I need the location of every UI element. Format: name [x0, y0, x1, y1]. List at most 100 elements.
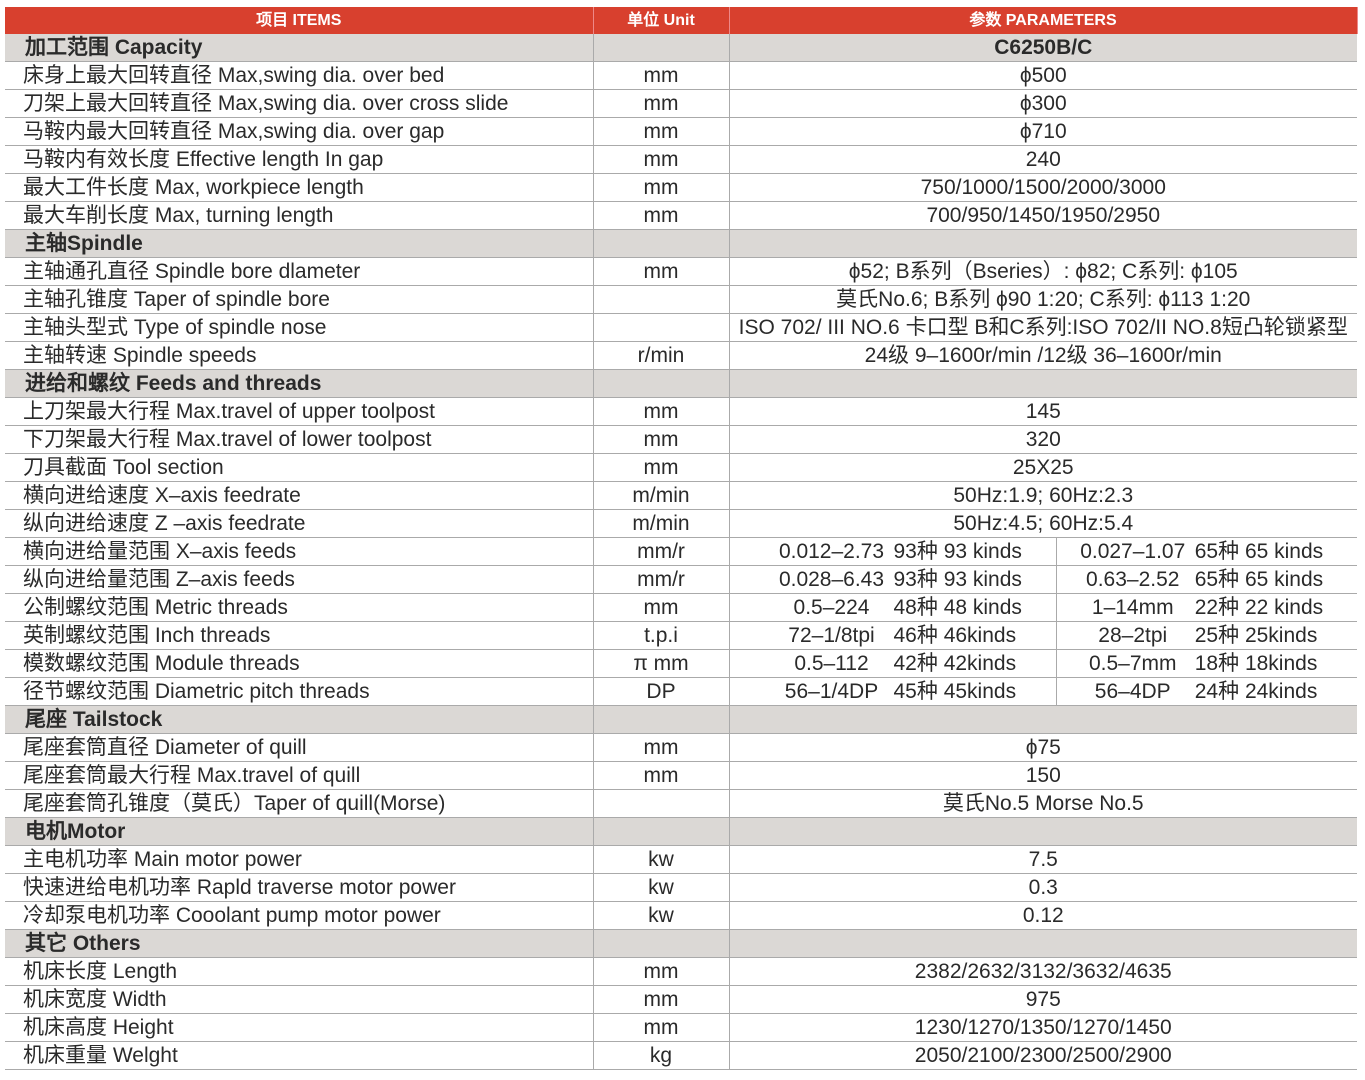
param-value: 1230/1270/1350/1270/1450	[729, 1013, 1357, 1042]
item-label: 主轴孔锥度 Taper of spindle bore	[5, 285, 594, 314]
param-part: 0.5–224	[793, 596, 870, 619]
param-value: ϕ75	[729, 733, 1357, 762]
section-value	[729, 817, 1357, 846]
unit: r/min	[593, 341, 730, 370]
table-row: 最大工件长度 Max, workpiece length mm 750/1000/1…	[5, 173, 1357, 202]
item-label: 马鞍内有效长度 Effective length In gap	[5, 145, 594, 174]
table-row: 上刀架最大行程 Max.travel of upper toolpost mm 14…	[5, 397, 1357, 426]
param-value: 50Hz:1.9; 60Hz:2.3	[729, 481, 1357, 510]
unit: mm	[593, 1013, 730, 1042]
table-row: 刀具截面 Tool section mm 25X25	[5, 453, 1357, 482]
unit: mm	[593, 761, 730, 790]
item-label: 尾座套筒直径 Diameter of quill	[5, 733, 594, 762]
param-part: 0.5–7mm	[1088, 652, 1177, 675]
table-row: 马鞍内最大回转直径 Max,swing dia. over gap mm ϕ710	[5, 117, 1357, 146]
unit: mm	[593, 257, 730, 286]
table-row: 下刀架最大行程 Max.travel of lower toolpost mm 32…	[5, 425, 1357, 454]
param-value: 0.028–6.43 93种 93 kinds 0.63–2.52 65种 65 ki…	[729, 565, 1357, 594]
table-row: 尾座套筒直径 Diameter of quill mm ϕ75	[5, 733, 1357, 762]
param-value: 0.3	[729, 873, 1357, 902]
param-half: 56–4DP 24种 24kinds	[1055, 678, 1357, 705]
table-row: 横向进给量范围 X–axis feeds mm/r 0.012–2.73 93种 93…	[5, 537, 1357, 566]
unit: kw	[593, 873, 730, 902]
table-row: 快速进给电机功率 Rapld traverse motor power kw 0.3	[5, 873, 1357, 902]
param-part: 0.012–2.73	[778, 540, 885, 563]
item-label: 下刀架最大行程 Max.travel of lower toolpost	[5, 425, 594, 454]
section-title: 主轴Spindle	[5, 229, 594, 258]
param-part: 93种 93 kinds	[893, 540, 1022, 563]
item-label: 机床高度 Height	[5, 1013, 594, 1042]
section-unit	[593, 229, 730, 258]
item-label: 主电机功率 Main motor power	[5, 845, 594, 874]
item-label: 机床宽度 Width	[5, 985, 594, 1014]
unit: DP	[593, 677, 730, 706]
param-part: 25种 25kinds	[1194, 624, 1318, 647]
table-row: 机床宽度 Width mm 975	[5, 985, 1357, 1014]
param-part: 0.027–1.07	[1080, 540, 1186, 563]
item-label: 刀架上最大回转直径 Max,swing dia. over cross slid…	[5, 89, 594, 118]
param-part: 56–1/4DP	[784, 680, 879, 703]
table-row: 横向进给速度 X–axis feedrate m/min 50Hz:1.9; 60H…	[5, 481, 1357, 510]
param-part: 42种 42kinds	[893, 652, 1017, 675]
item-label: 模数螺纹范围 Module threads	[5, 649, 594, 678]
unit: mm	[593, 61, 730, 90]
param-part: 0.5–112	[794, 652, 869, 675]
item-label: 纵向进给速度 Z –axis feedrate	[5, 509, 594, 538]
param-part: 65种 65 kinds	[1194, 540, 1324, 563]
param-half: 0.012–2.73 93种 93 kinds	[730, 538, 1056, 565]
section-header: 进给和螺纹 Feeds and threads	[5, 369, 1357, 398]
unit: mm	[593, 733, 730, 762]
unit: mm	[593, 145, 730, 174]
table-row: 最大车削长度 Max, turning length mm 700/950/1450…	[5, 201, 1357, 230]
table-row: 机床重量 Welght kg 2050/2100/2300/2500/2900	[5, 1041, 1357, 1070]
unit: mm	[593, 89, 730, 118]
section-unit	[593, 705, 730, 734]
item-label: 主轴头型式 Type of spindle nose	[5, 313, 594, 342]
section-title: 电机Motor	[5, 817, 594, 846]
section-value	[729, 705, 1357, 734]
item-label: 冷却泵电机功率 Cooolant pump motor power	[5, 901, 594, 930]
item-label: 主轴转速 Spindle speeds	[5, 341, 594, 370]
header-params: 参数 PARAMETERS	[729, 7, 1358, 34]
param-half: 0.027–1.07 65种 65 kinds	[1055, 538, 1357, 565]
section-header: 电机Motor	[5, 817, 1357, 846]
param-value: 0.5–112 42种 42kinds 0.5–7mm 18种 18kinds	[729, 649, 1357, 678]
section-title: 加工范围 Capacity	[5, 34, 594, 62]
section-unit	[593, 34, 730, 62]
item-label: 机床重量 Welght	[5, 1041, 594, 1070]
table-row: 主轴通孔直径 Spindle bore dlameter mm ϕ52; B系列（B…	[5, 257, 1357, 286]
param-part: 56–4DP	[1094, 680, 1171, 703]
item-label: 上刀架最大行程 Max.travel of upper toolpost	[5, 397, 594, 426]
param-part: 1–14mm	[1091, 596, 1174, 619]
unit: mm	[593, 957, 730, 986]
param-part: 72–1/8tpi	[788, 624, 875, 647]
unit: mm	[593, 985, 730, 1014]
unit: mm	[593, 117, 730, 146]
param-value: 320	[729, 425, 1357, 454]
param-value: ϕ52; B系列（Bseries）: ϕ82; C系列: ϕ105	[729, 257, 1357, 286]
unit: kw	[593, 845, 730, 874]
param-half: 28–2tpi 25种 25kinds	[1055, 622, 1357, 649]
param-value: 975	[729, 985, 1357, 1014]
param-value: 72–1/8tpi 46种 46kinds 28–2tpi 25种 25kinds	[729, 621, 1357, 650]
table-row: 冷却泵电机功率 Cooolant pump motor power kw 0.12	[5, 901, 1357, 930]
section-value: C6250B/C	[729, 34, 1357, 62]
param-value: 2382/2632/3132/3632/4635	[729, 957, 1357, 986]
table-row: 机床长度 Length mm 2382/2632/3132/3632/4635	[5, 957, 1357, 986]
table-row: 公制螺纹范围 Metric threads mm 0.5–224 48种 48 kin…	[5, 593, 1357, 622]
unit: kw	[593, 901, 730, 930]
table-row: 主电机功率 Main motor power kw 7.5	[5, 845, 1357, 874]
item-label: 尾座套筒孔锥度（莫氏）Taper of quill(Morse)	[5, 789, 594, 818]
item-label: 公制螺纹范围 Metric threads	[5, 593, 594, 622]
table-header: 项目 ITEMS 单位 Unit 参数 PARAMETERS	[5, 7, 1358, 34]
table-row: 马鞍内有效长度 Effective length In gap mm 240	[5, 145, 1357, 174]
unit: mm	[593, 173, 730, 202]
param-part: 22种 22 kinds	[1194, 596, 1324, 619]
unit: kg	[593, 1041, 730, 1070]
param-half: 1–14mm 22种 22 kinds	[1055, 594, 1357, 621]
section-value	[729, 229, 1357, 258]
table-row: 尾座套筒孔锥度（莫氏）Taper of quill(Morse) 莫氏No.5 M…	[5, 789, 1357, 818]
unit: t.p.i	[593, 621, 730, 650]
param-value: 750/1000/1500/2000/3000	[729, 173, 1357, 202]
spec-table: 项目 ITEMS 单位 Unit 参数 PARAMETERS 加工范围 Capa…	[5, 7, 1358, 1070]
